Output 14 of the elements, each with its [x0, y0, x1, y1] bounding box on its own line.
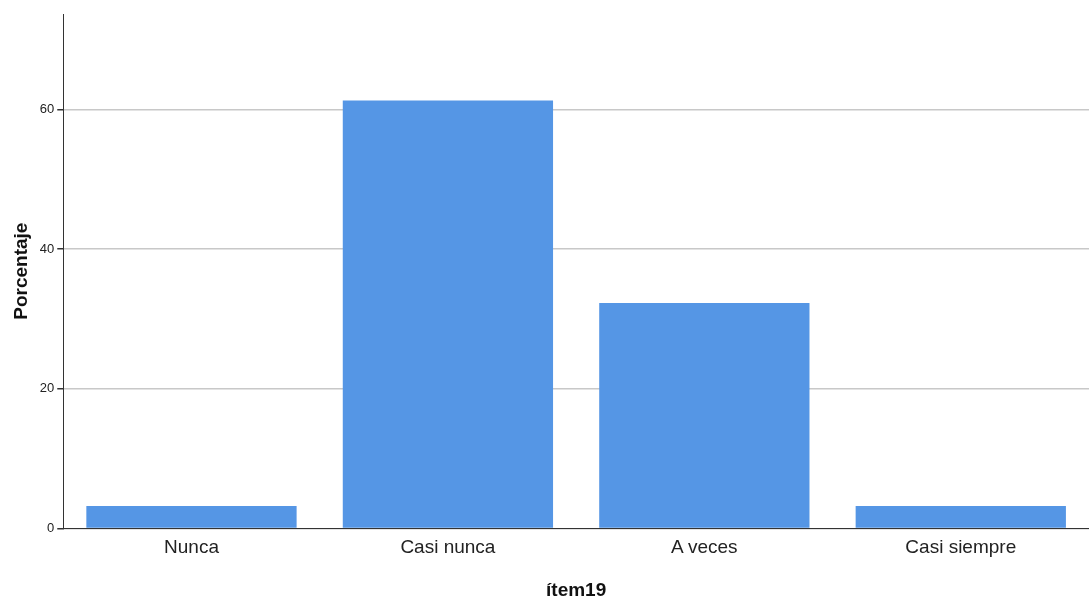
y-tick-label: 0	[47, 519, 55, 535]
y-tick-label: 60	[39, 101, 55, 117]
x-tick-label: Nunca	[164, 536, 220, 558]
x-axis-title: ítem19	[546, 578, 607, 600]
bar	[86, 506, 297, 528]
y-tick-label: 20	[39, 380, 55, 396]
x-tick-label: Casi nunca	[400, 536, 496, 558]
x-tick-label: A veces	[671, 536, 738, 558]
y-axis-title: Porcentaje	[9, 222, 31, 320]
bar	[342, 100, 554, 528]
bar	[855, 506, 1066, 528]
y-tick-label: 40	[39, 240, 55, 256]
x-tick-label: Casi siempre	[905, 536, 1017, 558]
bar	[599, 302, 810, 528]
